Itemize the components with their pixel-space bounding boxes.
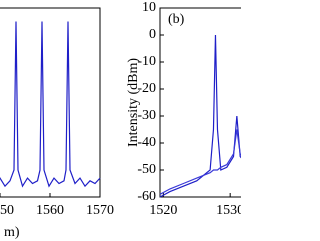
x-axis-label: m) xyxy=(4,225,20,240)
spectrum-line xyxy=(159,34,241,198)
plot-frame xyxy=(0,7,101,198)
y-tick-label: -30 xyxy=(137,108,156,123)
y-tick-label: -40 xyxy=(137,135,156,150)
y-tick-label: -60 xyxy=(137,189,156,204)
spectrum-line xyxy=(159,129,241,195)
y-tick-label: 0 xyxy=(149,27,156,42)
annotation: (b) xyxy=(168,12,185,27)
plot-frame xyxy=(159,7,241,198)
spectrum-line xyxy=(0,21,101,188)
y-axis-label: Intensity (dBm) xyxy=(126,58,141,147)
x-tick-label: 1520 xyxy=(149,203,177,218)
x-tick-label: 1570 xyxy=(86,203,114,218)
y-tick-label: -20 xyxy=(137,81,156,96)
y-tick-label: -50 xyxy=(137,162,156,177)
y-tick-label: -10 xyxy=(137,54,156,69)
y-tick-label: 10 xyxy=(142,0,156,15)
x-tick-label: 1550 xyxy=(0,203,14,218)
page: 1550 1560 1570 m) 1520 1530 -60 -50 -40 -30 -20 -10… xyxy=(0,0,241,241)
x-tick-label: 1560 xyxy=(36,203,64,218)
chart: 1550 1560 1570 m) 1520 1530 -60 -50 -40 -30 -20 -10… xyxy=(0,0,241,240)
x-tick-label: 1530 xyxy=(216,203,241,218)
